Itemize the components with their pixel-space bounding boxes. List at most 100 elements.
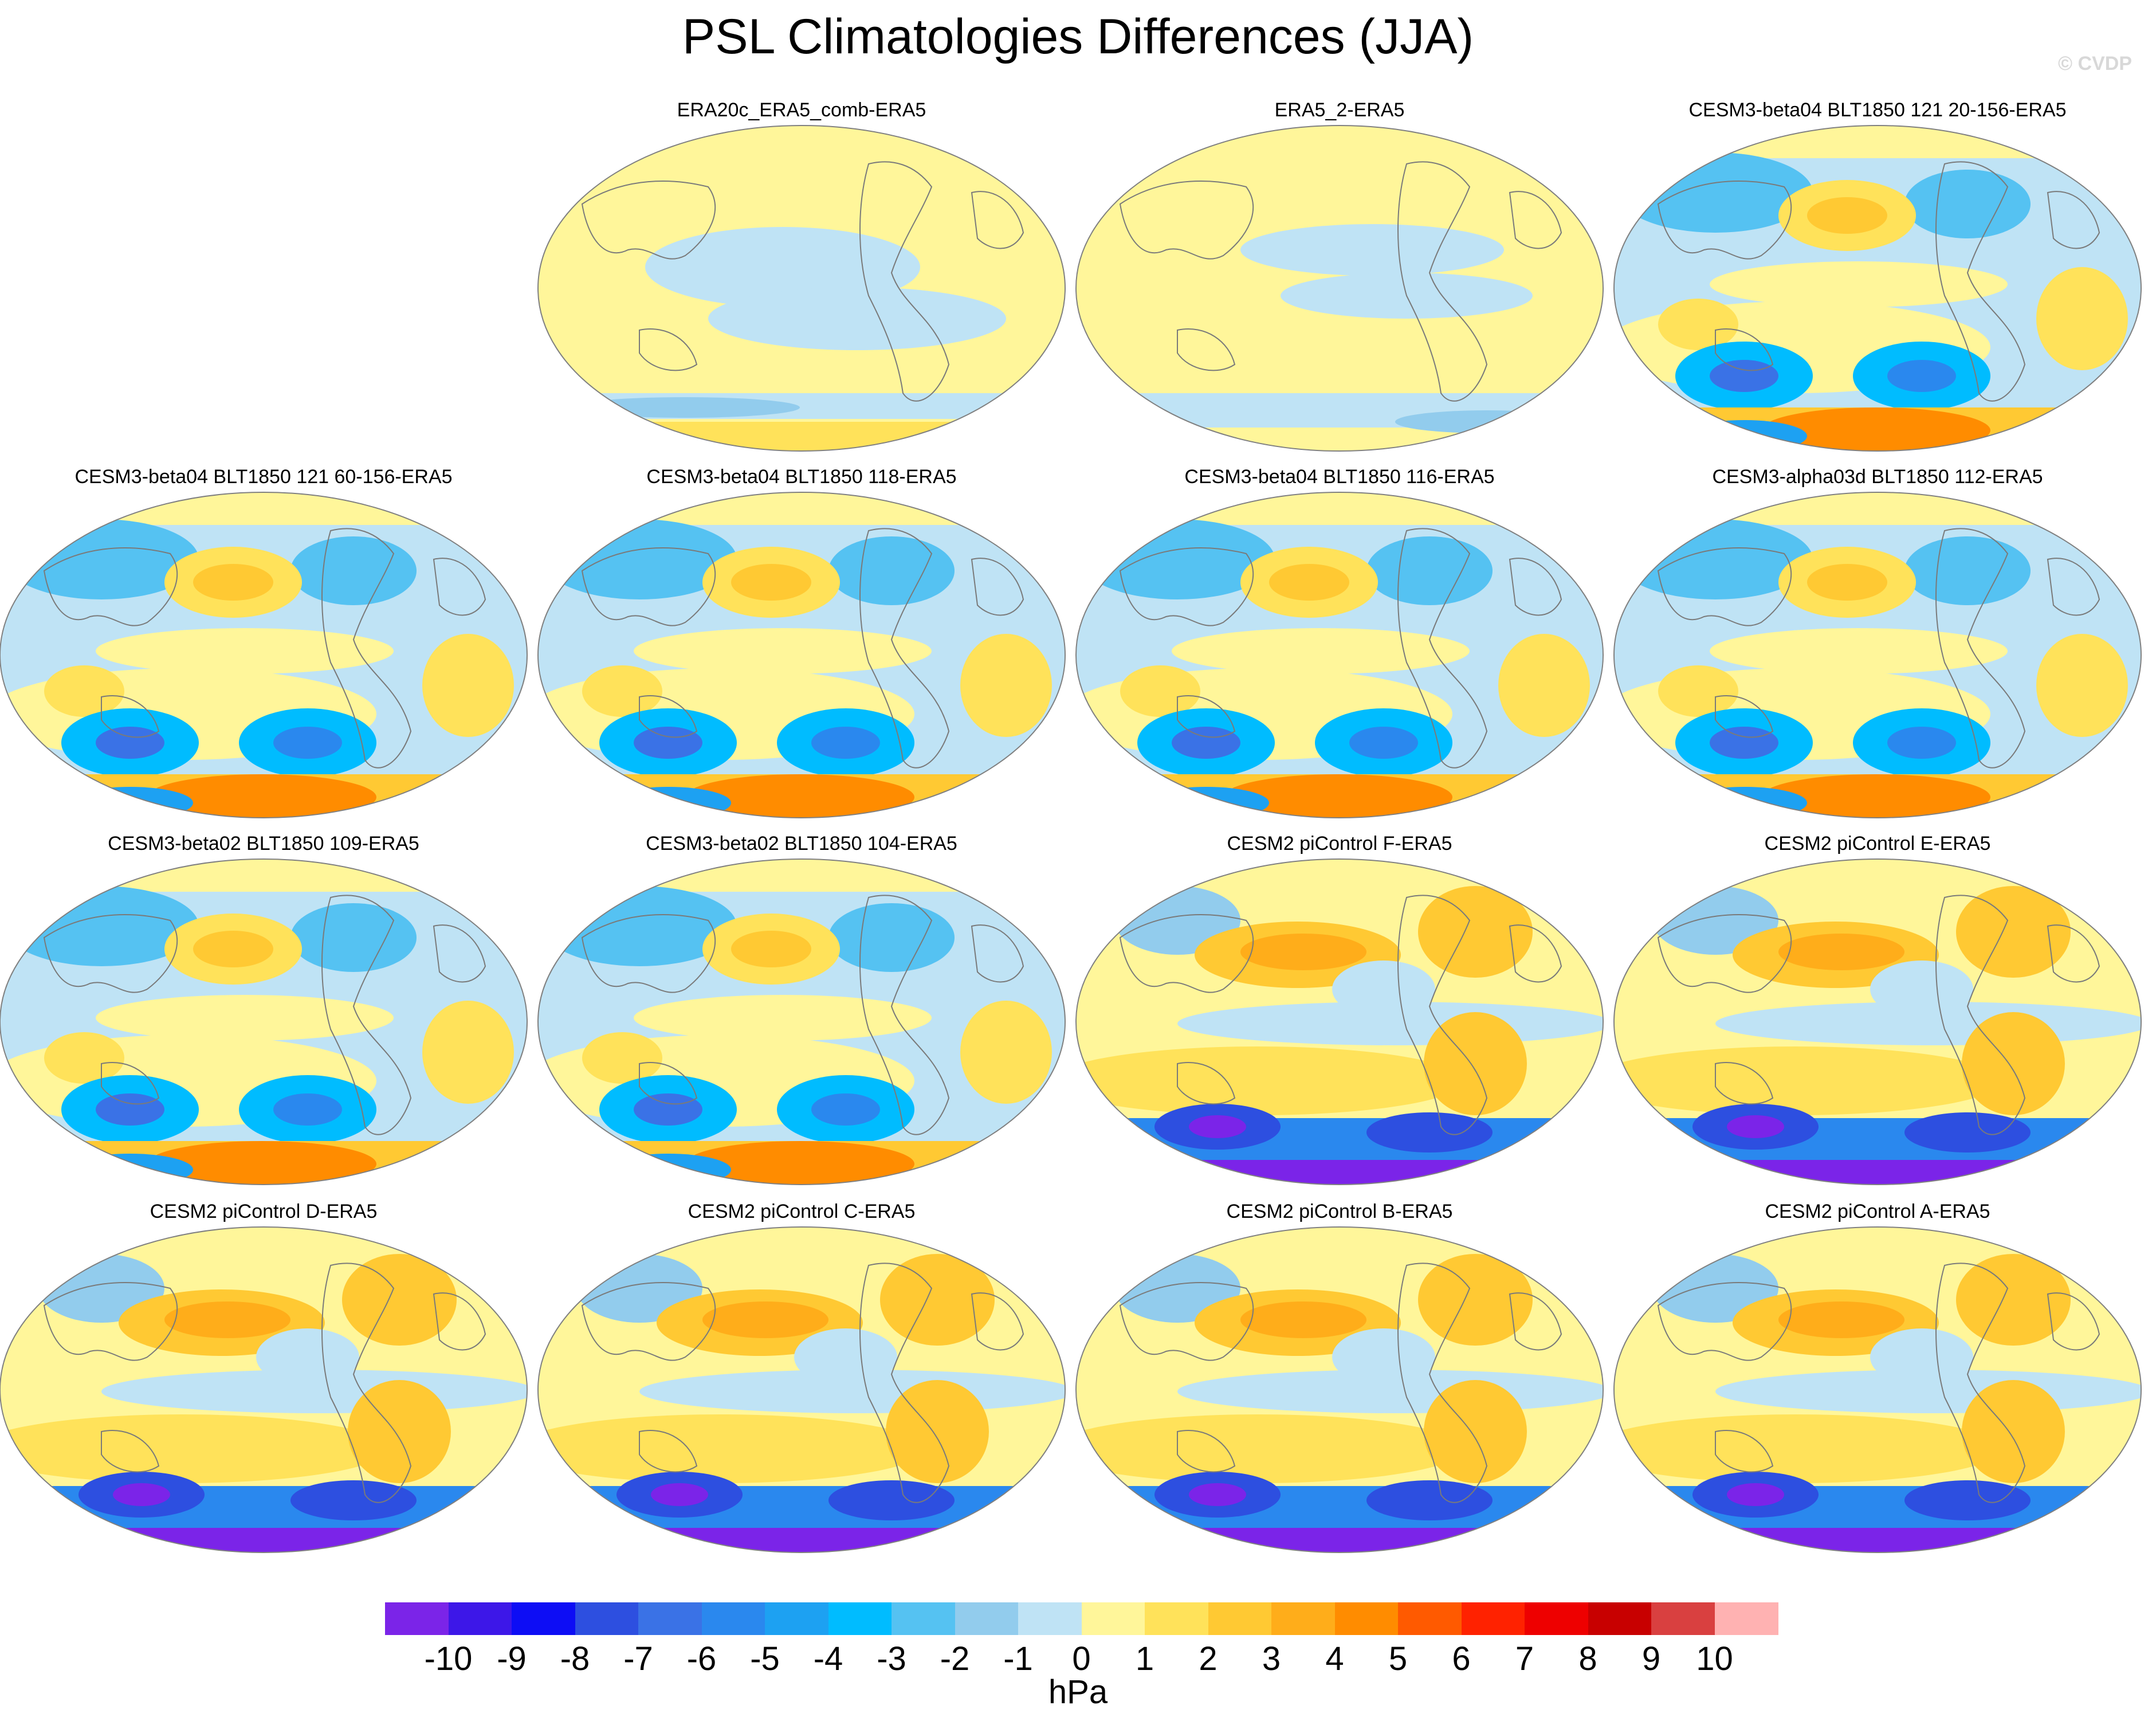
psl-difference-map bbox=[537, 492, 1066, 818]
coastline-2 bbox=[2047, 558, 2100, 616]
coastline-0 bbox=[1119, 181, 1254, 260]
colorbar-swatch bbox=[1018, 1602, 1082, 1635]
coastline-3 bbox=[101, 695, 160, 738]
colorbar-tick-label: -4 bbox=[813, 1640, 843, 1677]
map-panel: CESM3-beta02 BLT1850 109-ERA5 bbox=[0, 831, 529, 1186]
map-panel: CESM2 piControl B-ERA5 bbox=[1074, 1199, 1605, 1554]
arctic-band bbox=[538, 126, 1065, 175]
antarctic-positive-band bbox=[538, 422, 1065, 451]
southern-low-east bbox=[1366, 1480, 1493, 1520]
north-pacific-high-core bbox=[1240, 1301, 1366, 1338]
colorbar-tick-label: 10 bbox=[1696, 1640, 1733, 1677]
southern-low-west-core bbox=[1710, 360, 1778, 392]
north-pacific-high-core bbox=[1778, 1301, 1904, 1338]
southern-low-east-core bbox=[273, 727, 342, 759]
colorbar-swatch bbox=[1651, 1602, 1715, 1635]
southern-low-west-core bbox=[96, 1093, 164, 1126]
coastline-3 bbox=[1177, 1430, 1236, 1473]
arctic-band bbox=[1614, 492, 2141, 525]
coastline-1 bbox=[1397, 895, 1488, 1135]
map-panel: CESM3-beta04 BLT1850 118-ERA5 bbox=[536, 464, 1067, 820]
southern-negative-band bbox=[1076, 393, 1603, 428]
north-pacific-high-core bbox=[1778, 934, 1904, 970]
southern-low-east bbox=[828, 1480, 955, 1520]
southern-low-west-core bbox=[1172, 727, 1240, 759]
colorbar-swatch bbox=[448, 1602, 512, 1635]
coastline-1 bbox=[1935, 528, 2026, 769]
coastline-0 bbox=[1657, 181, 1792, 260]
indian-ocean-high bbox=[44, 1032, 124, 1084]
map-outline bbox=[1613, 492, 2142, 818]
coastline-3 bbox=[1715, 695, 1774, 738]
coastline-2 bbox=[2047, 924, 2100, 983]
coastline-2 bbox=[971, 924, 1024, 983]
southern-low-east-core bbox=[273, 1093, 342, 1126]
atlantic-high bbox=[2036, 267, 2128, 370]
southern-low-west-core bbox=[96, 727, 164, 759]
southern-low-east-core bbox=[811, 727, 880, 759]
panel-title: CESM2 piControl E-ERA5 bbox=[1764, 833, 1991, 854]
tropical-positive-band bbox=[634, 995, 932, 1041]
map-panel: CESM2 piControl F-ERA5 bbox=[1074, 831, 1605, 1186]
antarctic-negative-patch bbox=[605, 1154, 731, 1185]
colorbar-tick-label: -9 bbox=[497, 1640, 527, 1677]
north-atlantic-high bbox=[1956, 1254, 2071, 1346]
antarctic-negative-band bbox=[1614, 1528, 2141, 1552]
indian-ocean-high bbox=[1658, 665, 1738, 717]
coastline-3 bbox=[1715, 1062, 1774, 1105]
indian-ocean-high bbox=[44, 665, 124, 717]
coastline-3 bbox=[639, 328, 698, 371]
map-outline bbox=[1613, 125, 2142, 452]
coastline-0 bbox=[43, 547, 178, 626]
coastline-2 bbox=[1509, 1292, 1562, 1351]
psl-difference-map bbox=[1613, 858, 2142, 1185]
antarctic-high-core bbox=[1223, 774, 1452, 818]
north-america-low-anomaly bbox=[828, 903, 955, 972]
colorbar-swatch bbox=[1398, 1602, 1462, 1635]
north-pacific-high-core bbox=[731, 931, 811, 967]
antarctic-high-core bbox=[1761, 774, 1990, 818]
tropical-positive-band bbox=[96, 995, 394, 1041]
north-pacific-high-core bbox=[1807, 197, 1887, 234]
south-america-high bbox=[1962, 1380, 2065, 1483]
south-america-high bbox=[1424, 1380, 1527, 1483]
atlantic-high bbox=[422, 1001, 514, 1104]
north-america-low-anomaly bbox=[1366, 536, 1493, 605]
figure-title: PSL Climatologies Differences (JJA) bbox=[682, 9, 1474, 64]
southern-low-west-core bbox=[113, 1483, 170, 1506]
southern-low-east-core bbox=[811, 1093, 880, 1126]
map-outline bbox=[0, 858, 528, 1185]
colorbar-swatch bbox=[1588, 1602, 1652, 1635]
north-america-low-anomaly bbox=[1904, 170, 2031, 238]
contour-field bbox=[538, 126, 1065, 451]
southern-low-west-core bbox=[1727, 1483, 1784, 1506]
north-atlantic-high bbox=[1418, 886, 1533, 978]
colorbar-swatch bbox=[892, 1602, 955, 1635]
coastline-3 bbox=[1177, 695, 1236, 738]
north-pacific-high-core bbox=[193, 564, 273, 601]
panel-title: CESM2 piControl A-ERA5 bbox=[1765, 1201, 1990, 1222]
southern-low-west-core bbox=[651, 1483, 708, 1506]
south-america-high bbox=[1962, 1012, 2065, 1115]
coastline-0 bbox=[1657, 547, 1792, 626]
atlantic-high bbox=[422, 634, 514, 737]
colorbar-swatch bbox=[385, 1602, 449, 1635]
psl-difference-map bbox=[0, 1226, 528, 1553]
coastline-1 bbox=[859, 528, 950, 769]
map-panel: CESM3-beta04 BLT1850 121 20-156-ERA5 bbox=[1612, 97, 2143, 453]
colorbar-swatch bbox=[1208, 1602, 1272, 1635]
southern-low-west-core bbox=[634, 1093, 702, 1126]
coastline-1 bbox=[1397, 1263, 1488, 1503]
map-outline bbox=[1075, 1226, 1604, 1553]
map-outline bbox=[537, 1226, 1066, 1553]
north-america-low-anomaly bbox=[290, 536, 417, 605]
southern-low-east-core bbox=[1887, 360, 1956, 392]
tropical-positive-band bbox=[96, 628, 394, 674]
psl-difference-map bbox=[0, 492, 528, 818]
antarctic-high-core bbox=[147, 1141, 376, 1185]
colorbar-tick-label: 6 bbox=[1452, 1640, 1471, 1677]
coastline-1 bbox=[321, 895, 412, 1135]
colorbar-tick-label: -2 bbox=[940, 1640, 970, 1677]
coastline-3 bbox=[101, 1430, 160, 1473]
tropical-negative-band bbox=[1715, 1002, 2141, 1045]
